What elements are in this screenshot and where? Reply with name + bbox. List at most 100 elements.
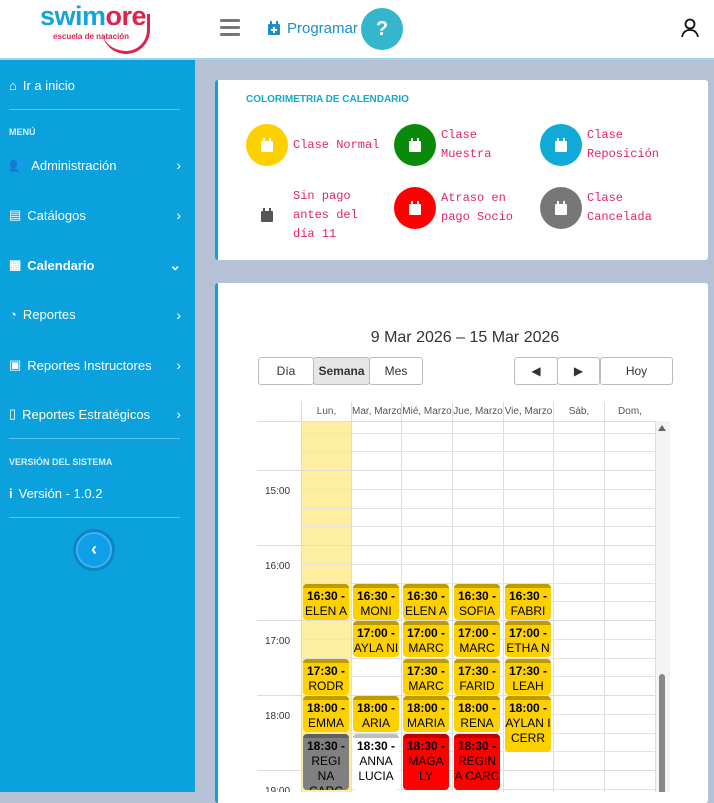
calendar-event[interactable]: 17:30 -LEAH FRAU [505, 658, 551, 695]
calendar-event[interactable]: 18:00 -EMMA GLEZ [303, 696, 349, 732]
logo-subtitle: escuela de natación [53, 32, 130, 41]
event-name: LEAH FRAU [512, 678, 545, 695]
calendar-icon [540, 187, 582, 229]
version-heading: VERSIÓN DEL SISTEMA [9, 457, 113, 467]
column-line [604, 421, 605, 792]
event-name: AYLA NI CERR [353, 641, 399, 657]
calendar-event[interactable]: 18:00 -ARIA LOPE [353, 696, 399, 732]
legend-label: Clase Muestra [441, 128, 492, 161]
time-label: 16:00 [265, 561, 291, 572]
calendar-event[interactable]: 18:30 - MAGA LY [403, 733, 449, 790]
home-label: Ir a inicio [22, 78, 75, 93]
event-name: MAGA LY [408, 753, 444, 783]
calendar-event[interactable]: 17:30 -RODR IGO [303, 658, 349, 695]
sidebar-item-administracion[interactable]: 👥 Administración › [9, 157, 181, 173]
event-name: ELEN A [404, 603, 448, 618]
calendar-icon [394, 187, 436, 229]
calendar-event[interactable]: 18:30 - REGIN A CARC [454, 733, 500, 790]
event-time: 17:00 - [356, 626, 396, 640]
sidebar-item-reportes-estrategicos[interactable]: ▯ Reportes Estratégicos › [9, 406, 181, 422]
calendar-event[interactable]: 17:00 -AYLA NI CERR [353, 621, 399, 657]
sidebar-item-reportes[interactable]: ◔ Reportes › [9, 307, 181, 323]
scrollbar-thumb[interactable] [659, 674, 665, 792]
day-header[interactable]: Sáb, [553, 402, 604, 421]
swimore-logo[interactable]: swimore escuela de natación [40, 2, 155, 54]
event-time: 16:30 - [508, 588, 548, 603]
sidebar-item-home[interactable]: ⌂ Ir a inicio [9, 78, 181, 93]
sidebar-item-catalogos[interactable]: ▤ Catálogos › [9, 207, 181, 223]
day-header[interactable]: Mar, Marzo [351, 402, 401, 421]
slot-line [301, 432, 655, 434]
sidebar-item-reportes-instructores[interactable]: ▣ Reportes Instructores › [9, 357, 181, 373]
event-time: 17:30 - [457, 663, 497, 678]
calendar-event[interactable]: 18:00 - AYLAN I CERR [505, 696, 551, 752]
scrollbar[interactable] [655, 421, 670, 792]
day-header[interactable]: Lun, [301, 402, 351, 421]
calendar-range-title: 9 Mar 2026 – 15 Mar 2026 [370, 329, 560, 346]
calendar-event[interactable]: 18:00 -RENA TA [454, 696, 500, 732]
event-time: 17:30 - [406, 663, 446, 678]
user-icon[interactable] [680, 18, 700, 38]
version-item: i Versión - 1.0.2 [9, 486, 181, 501]
day-header[interactable]: Vie, Marzo [503, 402, 553, 421]
event-name: ANNA LUCIA [358, 753, 394, 783]
sidebar-item-calendario[interactable]: ▦ Calendario ⌄ [9, 257, 181, 273]
event-name: FARID ANTO [459, 678, 495, 695]
legend-label: Sin pago antes del día 11 [293, 189, 358, 241]
event-name: FABRI CIO [510, 603, 546, 620]
event-name: RODR IGO [308, 678, 344, 695]
scroll-up-icon[interactable] [658, 425, 666, 431]
event-time: 17:00 - [508, 626, 548, 640]
prev-week-button[interactable]: ◀ [514, 357, 558, 385]
day-header[interactable]: Mié, Marzo [401, 402, 452, 421]
chevron-right-icon: › [176, 207, 181, 223]
day-header[interactable]: Dom, [604, 402, 655, 421]
calendar-event[interactable]: 17:00 -MARC ELO [403, 621, 449, 657]
calendar-event[interactable]: 16:30 -MONI CA [353, 583, 399, 620]
collapse-sidebar-button[interactable]: ‹ [76, 532, 112, 568]
divider [9, 517, 180, 518]
calendar-event[interactable]: 18:30 - ANNA LUCIA [353, 733, 399, 790]
calendar-event[interactable]: 17:30 -FARID ANTO [454, 658, 500, 695]
programar-button[interactable]: Programar [267, 20, 358, 37]
event-time: 18:30 - [306, 738, 346, 753]
top-header: swimore escuela de natación Programar ? [0, 0, 714, 60]
next-week-button[interactable]: ▶ [557, 357, 600, 385]
day-header[interactable]: Jue, Marzo [452, 402, 503, 421]
calendar-event[interactable]: 17:00 - ETHA N [505, 621, 551, 657]
item-label: Administración [31, 157, 117, 173]
calendar-event[interactable]: 16:30 - ELEN A [403, 583, 449, 620]
hamburger-icon[interactable] [220, 19, 240, 37]
column-line [351, 421, 352, 792]
event-time: 16:30 - [406, 588, 446, 603]
calendar-event[interactable]: 16:30 - ELEN A [303, 583, 349, 620]
calendar-event[interactable]: 17:30 -MARC ELO [403, 658, 449, 695]
calendar-plus-icon [268, 21, 280, 35]
help-button[interactable]: ? [361, 8, 403, 50]
calendar-icon [246, 124, 288, 166]
event-time: 17:30 - [508, 663, 548, 678]
event-name: REGIN A CARC [454, 753, 500, 783]
calendar-event[interactable]: 16:30 -SOFIA AVILE [454, 583, 500, 620]
time-label: 17:00 [265, 636, 291, 647]
time-label: 19:00 [265, 786, 291, 792]
chevron-right-icon: › [176, 157, 181, 173]
event-name: ARIA LOPE [360, 716, 392, 732]
slot-line [301, 732, 655, 734]
event-time: 16:30 - [306, 588, 346, 603]
column-line [452, 421, 453, 792]
chevron-right-icon: › [176, 406, 181, 422]
legend-card: COLORIMETRIA DE CALENDARIO Clase Normal C… [215, 80, 708, 260]
item-label: Reportes Estratégicos [22, 406, 151, 422]
calendar-event[interactable]: 18:30 -REGI NA CARC [303, 733, 349, 790]
menu-heading: MENÚ [9, 127, 36, 137]
legend-item: Atraso en pago Socio [394, 187, 531, 229]
calendar-event[interactable]: 16:30 -FABRI CIO [505, 583, 551, 620]
today-button[interactable]: Hoy [600, 357, 673, 385]
event-time: 18:30 - [406, 738, 446, 753]
view-week-button[interactable]: Semana [313, 357, 370, 385]
view-month-button[interactable]: Mes [369, 357, 423, 385]
calendar-event[interactable]: 18:00 -MARIA NO [403, 696, 449, 732]
view-day-button[interactable]: Día [258, 357, 314, 385]
calendar-event[interactable]: 17:00 -MARC ELO [454, 621, 500, 657]
